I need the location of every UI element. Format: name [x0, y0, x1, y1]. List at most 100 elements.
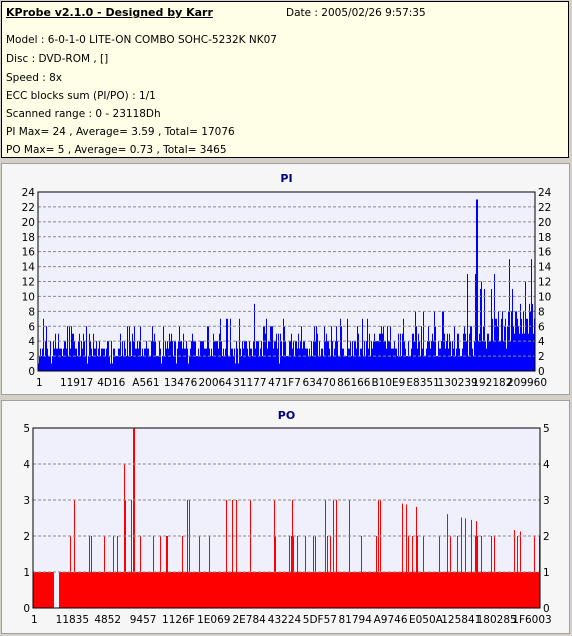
bar — [370, 572, 371, 608]
bar — [511, 572, 512, 608]
bar — [395, 572, 396, 608]
y-tick-label-left: 2 — [23, 531, 30, 543]
bar — [522, 572, 523, 608]
bar — [290, 572, 291, 608]
po-chart: PO0 01 12 23 34 45 51 11835 4852 9457 1126F 1E069 2E… — [23, 409, 551, 626]
bar — [495, 318, 496, 371]
bar — [377, 341, 378, 371]
bar — [477, 536, 478, 608]
bar — [451, 572, 452, 608]
bar — [515, 572, 516, 608]
bar — [40, 572, 41, 608]
bar — [444, 572, 445, 608]
bar — [198, 348, 199, 371]
bar — [212, 356, 213, 371]
bar — [445, 348, 446, 371]
bar — [366, 572, 367, 608]
bar — [319, 572, 320, 608]
bar — [104, 348, 105, 371]
bar — [130, 572, 131, 608]
bar — [527, 318, 528, 371]
bar — [392, 348, 393, 371]
bar — [271, 326, 272, 371]
bar — [238, 363, 239, 371]
bar — [118, 348, 119, 371]
bar — [255, 348, 256, 371]
bar — [263, 572, 264, 608]
bar — [404, 572, 405, 608]
bar — [298, 333, 299, 371]
bar — [77, 572, 78, 608]
bar — [504, 572, 505, 608]
bar — [82, 572, 83, 608]
bar — [372, 572, 373, 608]
bar — [51, 363, 52, 371]
bar — [524, 572, 525, 608]
bar — [377, 572, 378, 608]
bar — [205, 572, 206, 608]
bar — [314, 572, 315, 608]
bar — [240, 572, 241, 608]
bar — [162, 356, 163, 371]
bar — [323, 572, 324, 608]
bar — [120, 333, 121, 371]
y-tick-label-right: 2 — [543, 531, 550, 543]
bar — [119, 348, 120, 371]
bar — [519, 572, 520, 608]
bar — [70, 348, 71, 371]
bar — [71, 326, 72, 371]
bar — [458, 333, 459, 371]
bar — [292, 500, 293, 608]
bar — [418, 333, 419, 371]
bar — [425, 572, 426, 608]
bar — [445, 572, 446, 608]
bar — [190, 348, 191, 371]
bar — [82, 348, 83, 371]
bar — [151, 572, 152, 608]
bar — [412, 536, 413, 608]
bar — [348, 572, 349, 608]
bar — [256, 341, 257, 371]
y-tick-label-left: 2 — [28, 351, 35, 363]
bar — [486, 572, 487, 608]
bar — [166, 348, 167, 371]
bar — [320, 572, 321, 608]
bar — [282, 572, 283, 608]
bar — [270, 326, 271, 371]
bar — [241, 572, 242, 608]
bar — [77, 356, 78, 371]
bar — [49, 572, 50, 608]
bar — [111, 341, 112, 371]
bar — [119, 572, 120, 608]
y-tick-label-right: 14 — [538, 262, 552, 274]
bar — [536, 572, 537, 608]
bar — [256, 572, 257, 608]
bar — [366, 341, 367, 371]
bar — [287, 572, 288, 608]
bar — [249, 572, 250, 608]
bar — [273, 572, 274, 608]
bar — [468, 356, 469, 371]
bar — [156, 356, 157, 371]
bar — [226, 500, 227, 608]
bar — [447, 514, 448, 608]
bar — [253, 572, 254, 608]
bar — [148, 348, 149, 371]
bar — [105, 572, 106, 608]
bar — [441, 572, 442, 608]
bar — [355, 572, 356, 608]
bar — [222, 356, 223, 371]
bar — [278, 333, 279, 371]
bar — [470, 326, 471, 371]
bar — [95, 348, 96, 371]
bar — [225, 572, 226, 608]
bar — [197, 356, 198, 371]
bar — [247, 572, 248, 608]
bar — [198, 572, 199, 608]
bar — [342, 348, 343, 371]
bar — [528, 333, 529, 371]
bar — [478, 572, 479, 608]
bar — [433, 572, 434, 608]
bar — [217, 572, 218, 608]
bar — [276, 572, 277, 608]
